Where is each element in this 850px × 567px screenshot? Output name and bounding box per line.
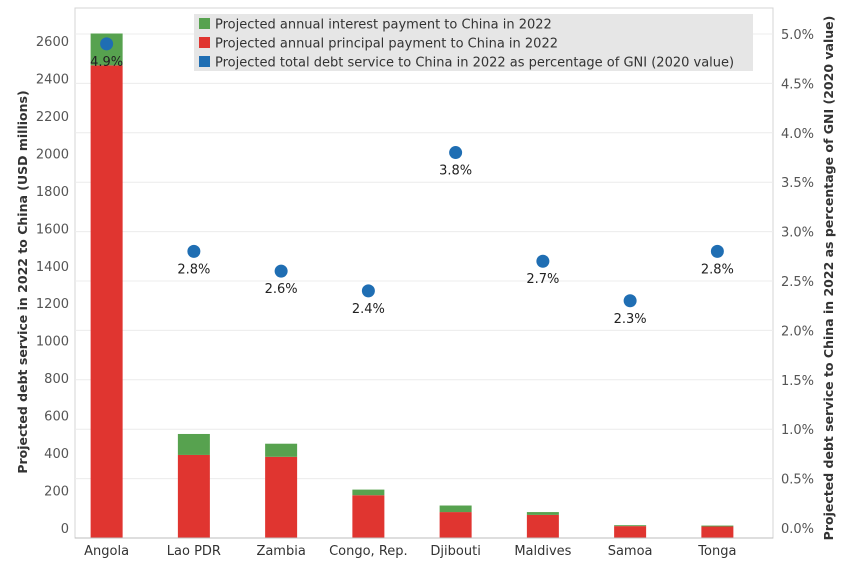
x-tick-label: Lao PDR [167,544,221,559]
y-tick-label: 0 [61,522,69,537]
y-tick-label: 200 [44,485,69,500]
bar-interest-5 [526,512,559,515]
bar-interest-6 [614,525,647,527]
y-tick-label: 800 [44,372,69,387]
legend-swatch-1 [199,37,210,48]
y2-tick-label: 1.5% [781,374,814,389]
gni-data-label: 2.3% [614,312,647,327]
y2-tick-label: 4.0% [781,127,814,142]
gni-data-label: 2.8% [177,262,210,277]
legend-box [194,14,753,71]
y2-tick-label: 0.5% [781,473,814,488]
bar-interest-1 [177,433,210,455]
legend-label-0: Projected annual interest payment to Chi… [215,18,552,33]
bar-principal-3 [352,495,385,538]
bar-principal-7 [701,526,734,538]
legend-swatch-0 [199,18,210,29]
x-tick-label: Djibouti [430,544,480,559]
y2-tick-label: 5.0% [781,28,814,43]
bar-principal-1 [177,454,210,538]
y2-tick-label: 3.5% [781,176,814,191]
y-tick-label: 2000 [36,147,69,162]
gni-point-7 [710,244,724,258]
gni-point-0 [100,37,114,51]
gni-data-label: 2.6% [265,282,298,297]
bar-principal-0 [90,65,123,538]
legend-swatch-2 [199,56,210,67]
y-tick-label: 400 [44,447,69,462]
bar-interest-7 [701,525,734,527]
y2-tick-label: 1.0% [781,423,814,438]
gni-point-1 [187,244,201,258]
y-tick-label: 1600 [36,222,69,237]
bar-principal-4 [439,512,472,538]
y-tick-label: 2400 [36,72,69,87]
bar-principal-6 [614,526,647,538]
y2-tick-label: 2.5% [781,275,814,290]
y2-tick-label: 4.5% [781,77,814,92]
gni-point-4 [449,146,463,160]
gni-data-label: 2.7% [526,272,559,287]
gni-point-2 [274,264,288,278]
y-tick-label: 1200 [36,297,69,312]
y-tick-label: 2600 [36,35,69,50]
y2-tick-label: 3.0% [781,226,814,241]
bar-principal-2 [265,456,298,538]
y-tick-label: 1000 [36,335,69,350]
gni-data-label: 2.8% [701,262,734,277]
y2-tick-label: 2.0% [781,324,814,339]
gni-point-6 [623,294,637,308]
y2-tick-label: 0.0% [781,522,814,537]
x-tick-label: Tonga [697,544,736,559]
bar-principal-5 [526,514,559,538]
y-axis-title: Projected debt service in 2022 to China … [15,90,30,473]
y2-axis-title: Projected debt service to China in 2022 … [821,16,836,541]
x-tick-label: Congo, Rep. [329,544,408,559]
y-tick-label: 1400 [36,260,69,275]
bar-interest-4 [439,505,472,513]
x-tick-label: Samoa [608,544,653,559]
y-tick-label: 600 [44,410,69,425]
legend-label-2: Projected total debt service to China in… [215,56,734,71]
x-tick-label: Maldives [514,544,571,559]
y-tick-label: 1800 [36,185,69,200]
gni-point-3 [361,284,375,298]
legend-label-1: Projected annual principal payment to Ch… [215,37,558,52]
gni-data-label: 3.8% [439,164,472,179]
bar-interest-2 [265,443,298,457]
y-tick-label: 2200 [36,110,69,125]
bar-interest-3 [352,489,385,496]
gni-point-5 [536,254,550,268]
gni-data-label: 4.9% [90,55,123,70]
gni-data-label: 2.4% [352,302,385,317]
x-tick-label: Angola [84,544,129,559]
x-tick-label: Zambia [256,544,305,559]
